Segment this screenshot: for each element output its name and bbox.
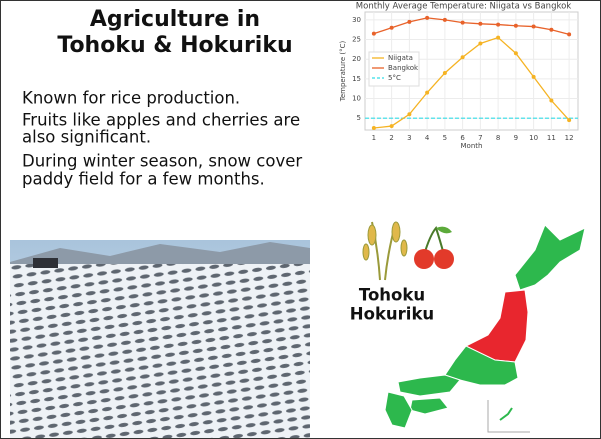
map-label: Tohoku [359,286,425,305]
y-tick-label: 30 [352,16,361,24]
data-point [390,124,394,128]
data-point [425,16,429,20]
line-chart: Monthly Average Temperature: Niigata vs … [339,2,578,151]
data-point [567,32,571,36]
data-point [514,24,518,28]
title-line: Agriculture in [90,7,260,32]
data-point [443,71,447,75]
slide: Agriculture in Tohoku & Hokuriku Known f… [0,0,601,439]
data-point [461,55,465,59]
map-label: Hokuriku [350,305,434,324]
y-tick-label: 10 [352,95,361,103]
y-tick-label: 25 [352,36,361,44]
x-tick-label: 4 [425,134,430,142]
data-point [443,18,447,22]
data-point [514,51,518,55]
data-point [478,22,482,26]
title-line: Tohoku & Hokuriku [57,33,292,58]
data-point [407,20,411,24]
data-point [532,75,536,79]
x-axis-label: Month [461,142,483,150]
x-tick-label: 9 [514,134,518,142]
y-tick-label: 15 [352,75,361,83]
body-text: Known for rice production. [22,89,240,108]
data-point [549,28,553,32]
y-axis-label: Temperature (°C) [339,41,347,103]
data-point [461,21,465,25]
x-tick-label: 10 [529,134,538,142]
data-point [496,23,500,27]
y-tick-label: 5 [357,114,361,122]
chart-title: Monthly Average Temperature: Niigata vs … [356,2,571,12]
data-point [425,91,429,95]
x-tick-label: 2 [389,134,393,142]
body-text: also significant. [22,128,151,147]
data-point [549,99,553,103]
legend-label: 5°C [388,74,401,82]
legend-label: Bangkok [388,64,419,72]
x-tick-label: 8 [496,134,500,142]
x-tick-label: 1 [372,134,376,142]
x-tick-label: 11 [547,134,556,142]
y-tick-label: 20 [352,55,361,63]
legend-label: Niigata [388,54,413,62]
data-point [567,118,571,122]
data-point [407,112,411,116]
body-text: paddy field for a few months. [22,170,265,189]
data-point [478,41,482,45]
data-point [532,25,536,29]
x-tick-label: 3 [407,134,411,142]
x-tick-label: 7 [478,134,482,142]
x-tick-label: 6 [460,134,465,142]
data-point [390,26,394,30]
data-point [496,36,500,40]
data-point [372,126,376,130]
body-text: During winter season, snow cover [22,152,302,171]
x-tick-label: 12 [565,134,574,142]
x-tick-label: 5 [443,134,447,142]
photo [10,240,310,438]
data-point [372,32,376,36]
